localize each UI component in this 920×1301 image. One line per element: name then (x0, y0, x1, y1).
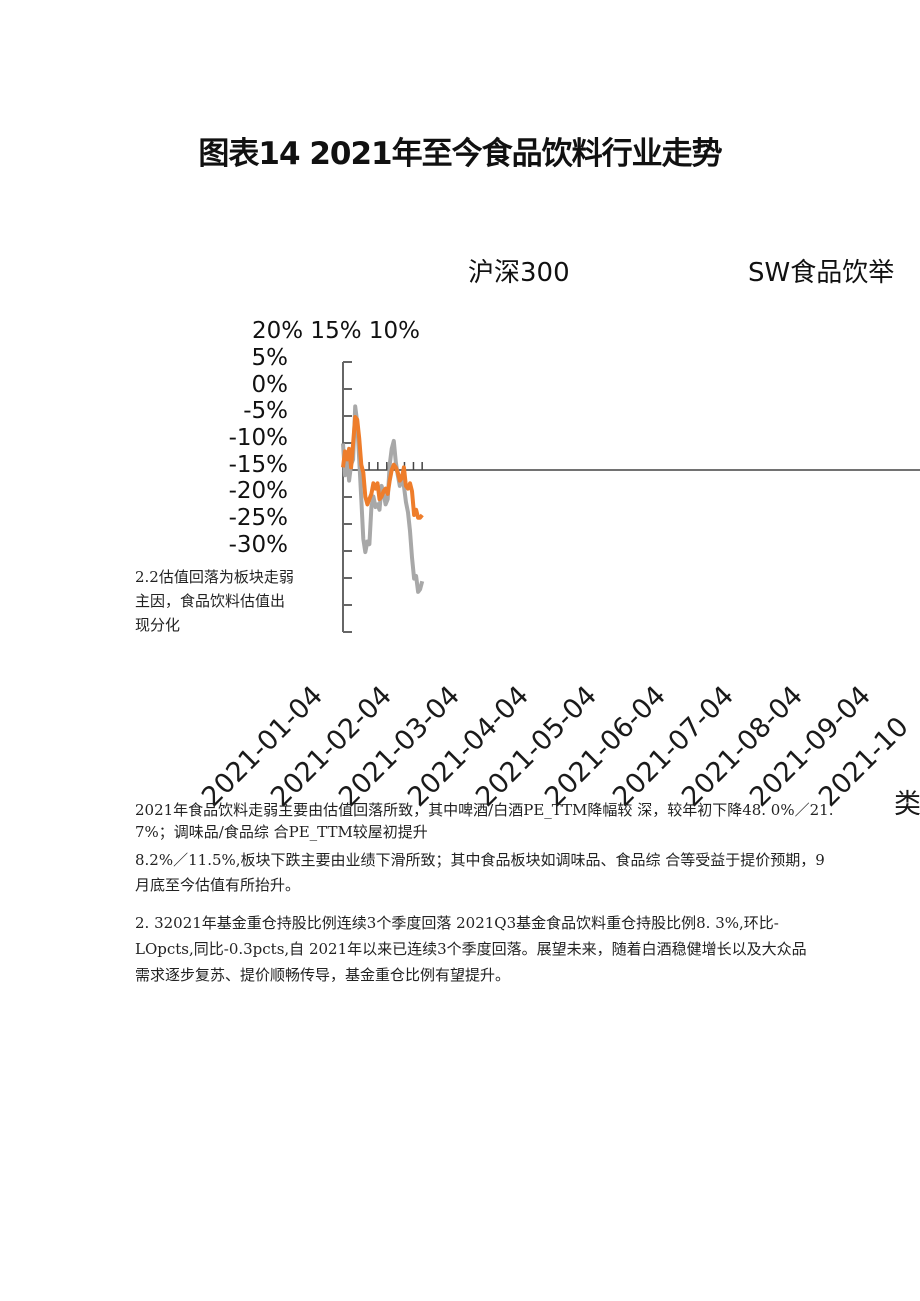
y-tick-label: 5% (251, 345, 289, 371)
paragraph-2-line: 需求逐步复苏、提价顺畅传导，基金重仓比例有望提升。 (135, 966, 511, 984)
y-tick-label: -25% (228, 505, 288, 531)
series-line-hs300 (341, 415, 424, 520)
paragraph-1-line: 2021年食品饮料走弱主要由估值回落所致，其中啤酒/白酒PE_TTM降幅较 深，… (135, 801, 834, 819)
paragraph-1-line: 7%；调味品/食品综 合PE_TTM较屋初提升 (135, 823, 428, 841)
chart-title: 图表14 2021年至今食品饮料行业走势 (198, 136, 722, 172)
section-heading-line: 2.2估值回落为板块走弱 (135, 568, 294, 586)
legend-hs300: 沪深300 (468, 258, 570, 288)
y-tick-label: 0% (251, 372, 289, 398)
y-tick-label: -20% (228, 478, 288, 504)
legend-sw-food-beverage: SW食品饮举 (748, 258, 895, 288)
paragraph-1-line: 8.2%／11.5%,板块下跌主要由业绩下滑所致；其中食品板块如调味品、食品综 … (135, 851, 825, 869)
paragraph-1-line: 月底至今估值有所抬升。 (135, 876, 301, 894)
y-tick-label: -30% (228, 532, 288, 558)
paragraph-2-line: 2. 32021年基金重仓持股比例连续3个季度回落 2021Q3基金食品饮料重仓… (135, 914, 779, 932)
x-tick-trailing-glyph: 类 (894, 789, 920, 820)
paragraph-2-line: LOpcts,同比-0.3pcts,自 2021年以来已连续3个季度回落。展望未… (135, 940, 807, 958)
line-chart (341, 361, 920, 633)
y-tick-label: -10% (228, 425, 288, 451)
section-heading-line: 主因，食品饮料估值出 (135, 592, 286, 610)
y-tick-label: -5% (243, 398, 288, 424)
section-heading-line: 现分化 (135, 616, 181, 634)
section-heading: 2.2估值回落为板块走弱 主因，食品饮料估值出 现分化 (135, 565, 294, 637)
y-tick-labels-top-row: 20% 15% 10% (252, 318, 420, 344)
y-tick-label: -15% (228, 452, 288, 478)
